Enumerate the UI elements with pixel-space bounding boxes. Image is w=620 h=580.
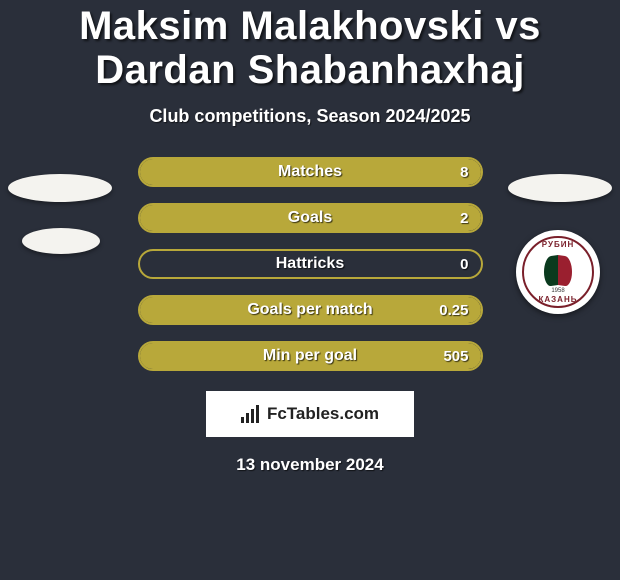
player1-badge-oval-2	[22, 228, 100, 254]
bar-value-right: 2	[460, 203, 468, 233]
bar-value-right: 8	[460, 157, 468, 187]
logo-bar	[246, 413, 249, 423]
stat-bar: Min per goal505	[138, 341, 483, 371]
stat-bar: Hattricks0	[138, 249, 483, 279]
player2-badge-oval	[508, 174, 612, 202]
bar-label: Goals	[138, 203, 483, 233]
fctables-logo: FcTables.com	[206, 391, 414, 437]
logo-bar	[241, 417, 244, 423]
logo-bar	[256, 405, 259, 423]
comparison-bars: Matches8Goals2Hattricks0Goals per match0…	[138, 157, 483, 371]
bar-label: Min per goal	[138, 341, 483, 371]
bar-value-right: 0	[460, 249, 468, 279]
subtitle: Club competitions, Season 2024/2025	[149, 106, 470, 127]
stat-bar: Matches8	[138, 157, 483, 187]
crest-leaf-icon	[544, 254, 572, 290]
bar-value-right: 505	[443, 341, 468, 371]
logo-bar	[251, 409, 254, 423]
crest-text-top: РУБИН	[542, 240, 574, 249]
logo-text: FcTables.com	[267, 404, 379, 424]
page-title: Maksim Malakhovski vs Dardan Shabanhaxha…	[0, 4, 620, 92]
club-crest: РУБИН 1958 КАЗАНЬ	[516, 230, 600, 314]
date-label: 13 november 2024	[236, 455, 383, 475]
bar-chart-icon	[241, 405, 261, 423]
player1-badge-oval-1	[8, 174, 112, 202]
crest-text-bottom: КАЗАНЬ	[539, 295, 578, 304]
bar-value-right: 0.25	[439, 295, 468, 325]
bar-label: Goals per match	[138, 295, 483, 325]
stat-bar: Goals per match0.25	[138, 295, 483, 325]
crest-ring: РУБИН 1958 КАЗАНЬ	[522, 236, 594, 308]
crest-year: 1958	[551, 288, 564, 294]
bar-label: Hattricks	[138, 249, 483, 279]
bar-label: Matches	[138, 157, 483, 187]
stat-bar: Goals2	[138, 203, 483, 233]
